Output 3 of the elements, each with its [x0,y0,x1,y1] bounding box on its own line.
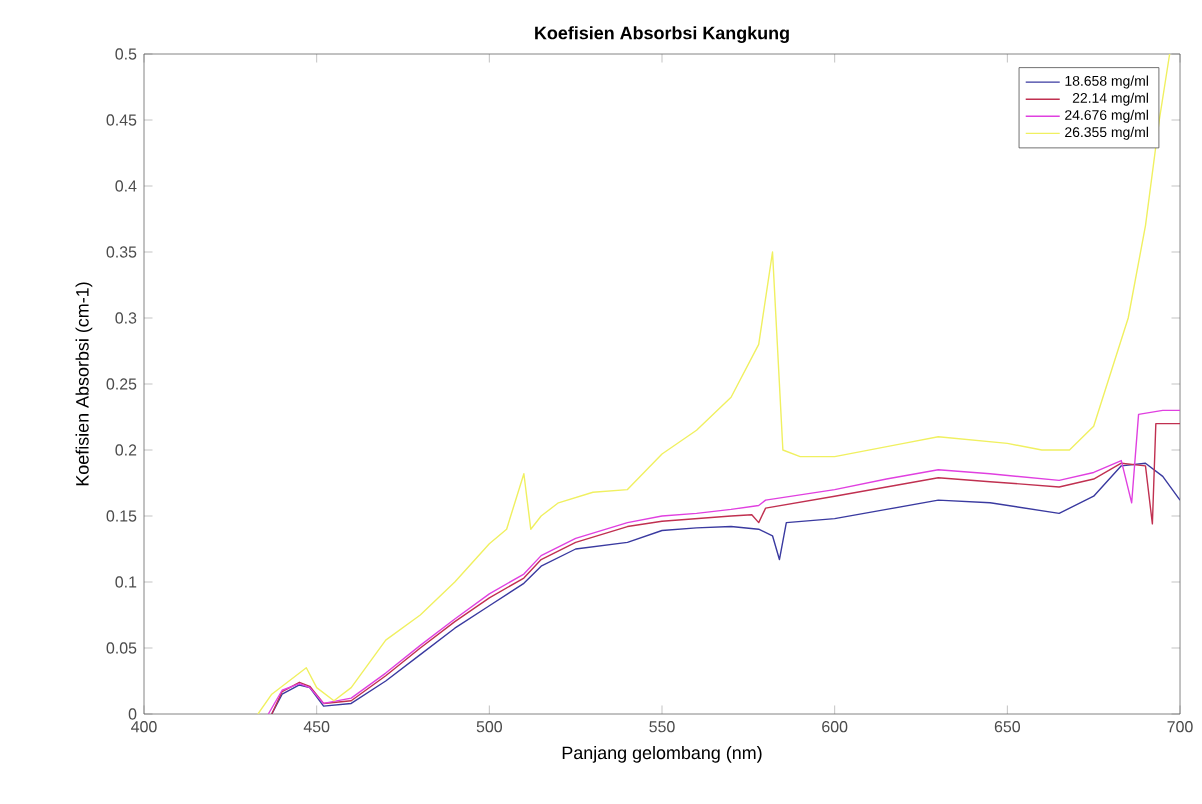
chart-title: Koefisien Absorbsi Kangkung [535,26,789,43]
x-axis-title: Panjang gelombang (nm) [562,746,762,763]
y-axis-title: Koefisien Absorbsi (cm-1) [75,282,93,486]
